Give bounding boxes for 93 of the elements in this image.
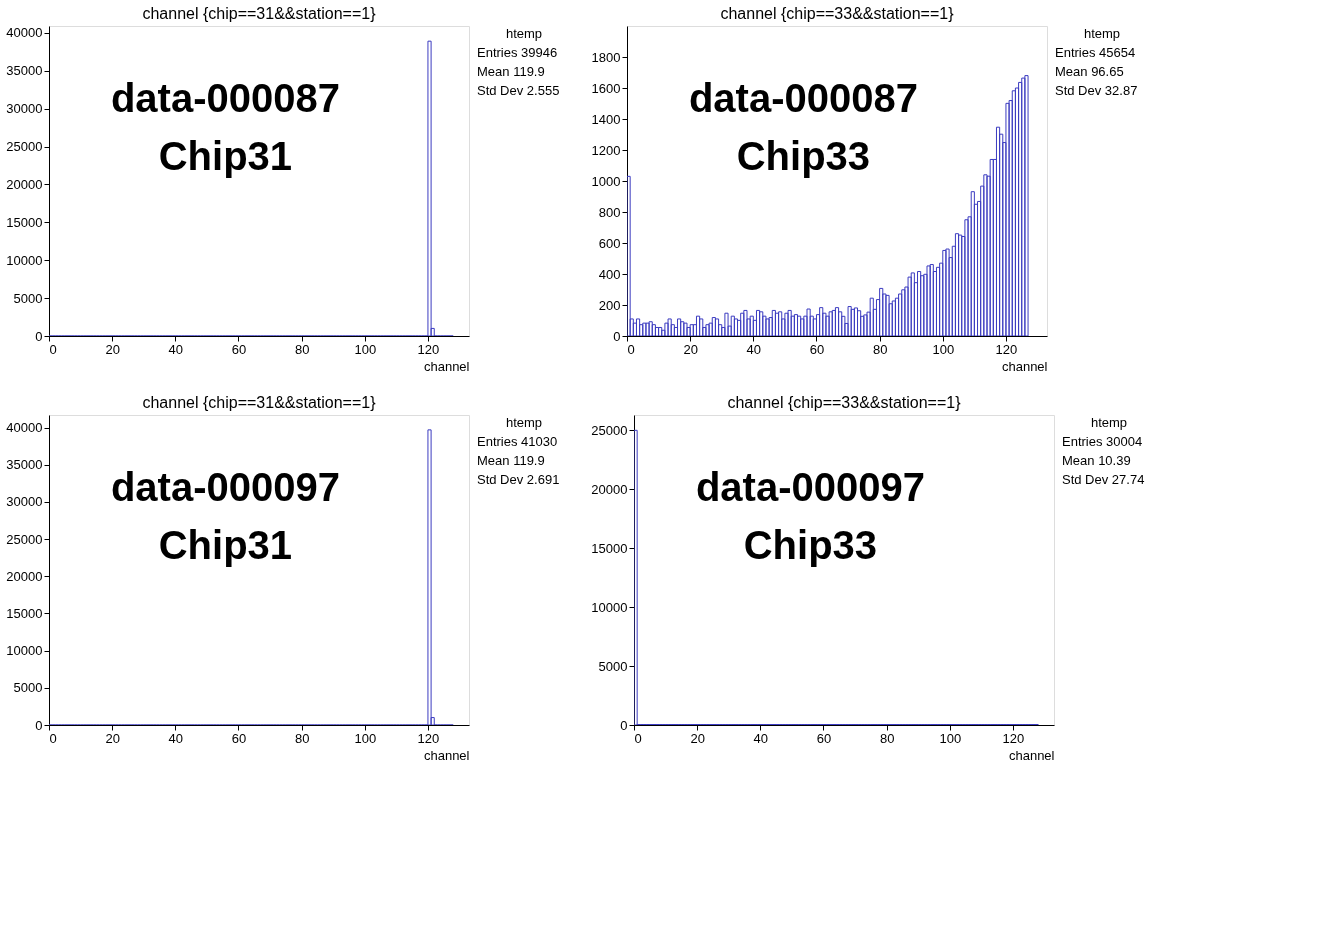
y-tick-label: 0: [620, 717, 628, 733]
annotation: data-000087: [110, 76, 340, 121]
x-tick-label: 40: [168, 730, 184, 746]
y-tick-label: 1000: [591, 173, 621, 189]
text: Entries 41030: [477, 434, 558, 449]
text: htemp: [505, 26, 543, 41]
y-tick-label: 0: [613, 328, 621, 344]
text: htemp: [1090, 415, 1128, 430]
x-tick-label: 40: [168, 341, 184, 357]
x-tick-label: 60: [809, 341, 825, 357]
text: Std Dev 2.555: [477, 83, 560, 98]
y-tick-label: 30000: [6, 494, 43, 510]
y-tick-label: 15000: [591, 540, 628, 556]
text: Std Dev 2.691: [477, 472, 560, 487]
y-tick-label: 35000: [6, 63, 43, 79]
y-tick-label: 1400: [591, 111, 621, 127]
y-tick-label: 25000: [6, 531, 43, 547]
chart-title: channel {chip==33&&station==1}: [727, 394, 962, 411]
y-tick-label: 15000: [6, 605, 43, 621]
x-tick-label: 60: [231, 341, 247, 357]
text: htemp: [1083, 26, 1121, 41]
text: Std Dev 27.74: [1062, 472, 1145, 487]
annotation: data-000087: [688, 76, 918, 121]
text: Std Dev 32.87: [1055, 83, 1138, 98]
x-tick-label: 0: [49, 341, 57, 357]
text: Mean 10.39: [1062, 453, 1131, 468]
y-tick-label: 40000: [6, 420, 43, 436]
x-tick-label: 100: [932, 341, 955, 357]
x-tick-label: 60: [816, 730, 832, 746]
y-tick-label: 40000: [6, 25, 43, 41]
x-tick-label: 20: [105, 730, 120, 746]
x-axis-title: channel: [423, 747, 470, 763]
x-tick-label: 100: [354, 341, 377, 357]
text: Entries 30004: [1062, 434, 1143, 449]
y-tick-label: 15000: [6, 214, 43, 230]
x-tick-label: 80: [294, 730, 310, 746]
text: Entries 39946: [477, 45, 558, 60]
y-tick-label: 20000: [6, 176, 43, 192]
y-tick-label: 200: [598, 297, 621, 313]
x-tick-label: 120: [1002, 730, 1025, 746]
y-tick-label: 30000: [6, 101, 43, 117]
x-tick-label: 20: [690, 730, 705, 746]
y-tick-label: 0: [35, 328, 43, 344]
x-tick-label: 0: [634, 730, 642, 746]
y-tick-label: 1800: [591, 49, 621, 65]
y-tick-label: 10000: [6, 252, 43, 268]
annotation: Chip31: [158, 523, 293, 568]
x-tick-label: 100: [939, 730, 962, 746]
y-tick-label: 400: [598, 266, 621, 282]
x-tick-label: 100: [354, 730, 377, 746]
x-tick-label: 80: [879, 730, 895, 746]
chart-title: channel {chip==31&&station==1}: [142, 5, 377, 22]
x-tick-label: 40: [746, 341, 762, 357]
x-tick-label: 60: [231, 730, 247, 746]
y-tick-label: 800: [598, 204, 621, 220]
text: Mean 96.65: [1055, 64, 1124, 79]
annotation: data-000097: [110, 465, 340, 510]
y-tick-label: 5000: [13, 680, 43, 696]
chart-title: channel {chip==33&&station==1}: [720, 5, 955, 22]
x-tick-label: 20: [105, 341, 120, 357]
annotation: data-000097: [695, 465, 925, 510]
x-tick-label: 80: [872, 341, 888, 357]
y-tick-label: 10000: [6, 643, 43, 659]
y-tick-label: 20000: [591, 481, 628, 497]
x-tick-label: 0: [49, 730, 57, 746]
y-tick-label: 0: [35, 717, 43, 733]
annotation: Chip33: [736, 134, 871, 179]
text: Mean 119.9: [477, 64, 545, 79]
x-tick-label: 120: [417, 730, 440, 746]
text: Entries 45654: [1055, 45, 1136, 60]
y-tick-label: 20000: [6, 568, 43, 584]
y-tick-label: 10000: [591, 599, 628, 615]
x-axis-title: channel: [1001, 358, 1048, 374]
y-tick-label: 5000: [13, 290, 43, 306]
annotation: Chip33: [743, 523, 878, 568]
y-tick-label: 1600: [591, 80, 621, 96]
y-tick-label: 600: [598, 235, 621, 251]
x-tick-label: 40: [753, 730, 769, 746]
text: htemp: [505, 415, 543, 430]
x-tick-label: 120: [417, 341, 440, 357]
x-axis-title: channel: [423, 358, 470, 374]
y-tick-label: 25000: [591, 422, 628, 438]
x-tick-label: 20: [683, 341, 698, 357]
chart-title: channel {chip==31&&station==1}: [142, 394, 377, 411]
y-tick-label: 1200: [591, 142, 621, 158]
y-tick-label: 5000: [598, 658, 628, 674]
annotation: Chip31: [158, 134, 293, 179]
x-tick-label: 120: [995, 341, 1018, 357]
x-axis-title: channel: [1008, 747, 1055, 763]
y-tick-label: 25000: [6, 139, 43, 155]
x-tick-label: 80: [294, 341, 310, 357]
y-tick-label: 35000: [6, 457, 43, 473]
text: Mean 119.9: [477, 453, 545, 468]
